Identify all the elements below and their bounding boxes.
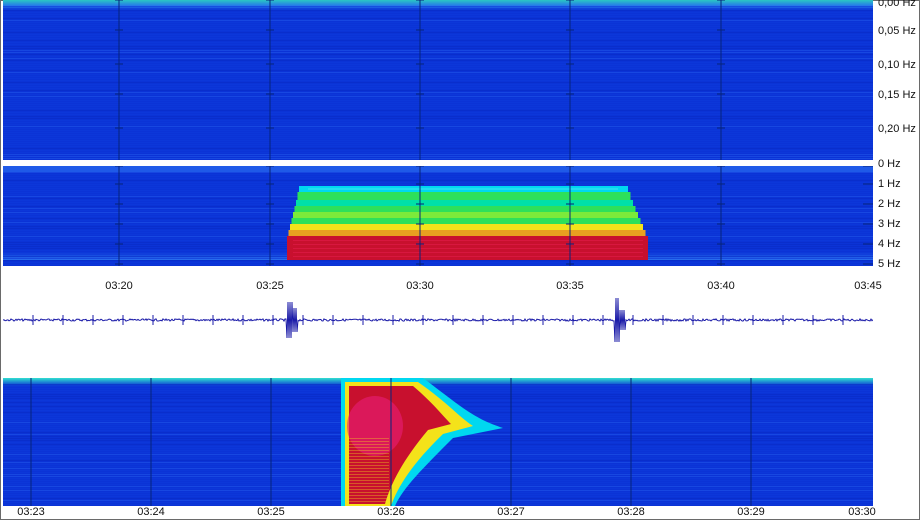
freq-label-010: 0,10 Hz — [878, 59, 916, 71]
event-band — [291, 218, 641, 224]
freq-label-005: 0,05 Hz — [878, 25, 916, 37]
time-label-0345: 03:45 — [854, 280, 882, 292]
freq-label-1hz: 1 Hz — [878, 178, 901, 190]
zoom-time-label-0324: 03:24 — [137, 506, 165, 518]
freq-label-015: 0,15 Hz — [878, 89, 916, 101]
freq-label-4hz: 4 Hz — [878, 238, 901, 250]
event-band — [294, 206, 636, 212]
freq-label-0: 0,00 Hz — [878, 0, 916, 9]
event-band — [288, 230, 646, 236]
event-band — [293, 212, 638, 218]
main-spectrogram[interactable] — [3, 166, 873, 266]
zoomed-spectrogram-canvas — [3, 378, 873, 506]
freq-label-0hz: 0 Hz — [878, 158, 901, 170]
seismogram-trace[interactable] — [3, 286, 873, 356]
freq-label-020: 0,20 Hz — [878, 123, 916, 135]
time-label-0325: 03:25 — [256, 280, 284, 292]
zoom-time-label-0328: 03:28 — [617, 506, 645, 518]
zoom-time-label-0329: 03:29 — [737, 506, 765, 518]
event-band — [290, 224, 643, 230]
time-label-0340: 03:40 — [707, 280, 735, 292]
zoom-time-label-0327: 03:27 — [497, 506, 525, 518]
zoom-time-label-0325: 03:25 — [257, 506, 285, 518]
freq-label-2hz: 2 Hz — [878, 198, 901, 210]
seismogram-trace-canvas — [3, 297, 873, 343]
low-frequency-spectrogram-canvas — [3, 0, 873, 160]
freq-label-5hz: 5 Hz — [878, 258, 901, 270]
zoomed-spectrogram[interactable] — [3, 378, 873, 506]
event-band — [296, 200, 633, 206]
low-frequency-spectrogram[interactable] — [3, 0, 873, 160]
zoom-time-label-0330: 03:30 — [848, 506, 876, 518]
zoom-time-label-0323: 03:23 — [17, 506, 45, 518]
time-label-0330: 03:30 — [406, 280, 434, 292]
time-label-0320: 03:20 — [105, 280, 133, 292]
time-label-0335: 03:35 — [556, 280, 584, 292]
event-band — [297, 192, 631, 200]
zoom-time-label-0326: 03:26 — [377, 506, 405, 518]
main-spectrogram-canvas — [3, 166, 873, 266]
freq-label-3hz: 3 Hz — [878, 218, 901, 230]
